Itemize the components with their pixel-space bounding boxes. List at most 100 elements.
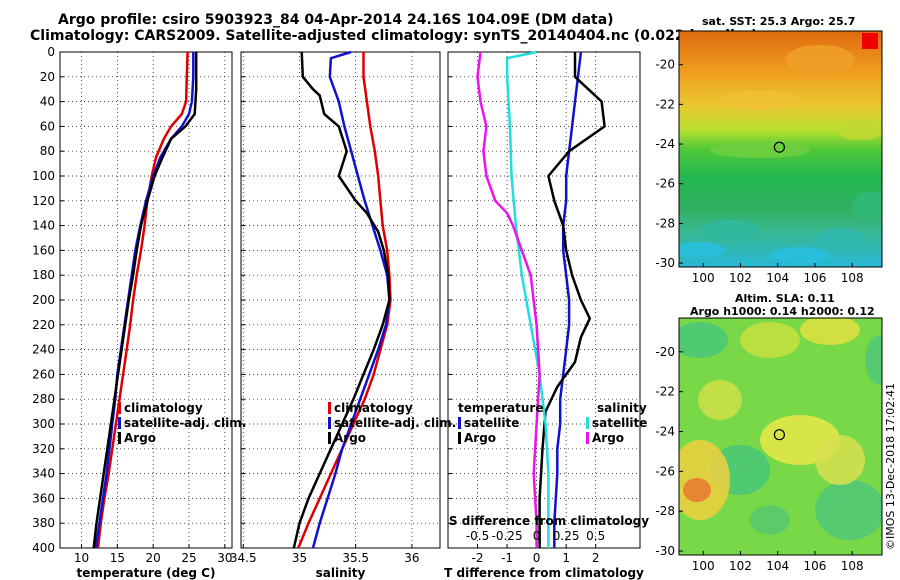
temperature-x-tick-label: 20 [146, 551, 161, 565]
depth-tick-label: 400 [32, 541, 55, 555]
differences-s-tick-label: 0.5 [586, 529, 605, 543]
salinity-legend-item-swatch [328, 432, 331, 444]
temperature-legend-item: climatology [124, 401, 203, 415]
temperature-legend-item: satellite-adj. clim. [124, 416, 246, 430]
sla-patch [815, 480, 882, 540]
differences-x-label: T difference from climatology [444, 566, 644, 580]
sst-patch [720, 90, 800, 110]
depth-tick-label: 20 [40, 70, 55, 84]
differences-s-tick-label: 0 [533, 529, 541, 543]
temperature-x-tick-label: 25 [181, 551, 196, 565]
sla-map-subtitle: Argo h1000: 0.14 h2000: 0.12 [690, 305, 875, 318]
sst-argo-marker [773, 141, 785, 153]
sla-frame [678, 317, 883, 556]
diff-legend-salinity-argo: Argo [592, 431, 624, 445]
salinity-legend-item: climatology [334, 401, 413, 415]
temperature-x-label: temperature (deg C) [77, 566, 216, 580]
title-line-1: Argo profile: csiro 5903923_84 04-Apr-20… [58, 12, 614, 28]
series-line-argo [92, 52, 198, 549]
sla-y-tick-label: -20 [655, 345, 675, 359]
differences-s-tick-label: -0.5 [466, 529, 489, 543]
salinity-legend-item-swatch [328, 417, 331, 429]
sst-warm-patch [862, 33, 878, 49]
copyright-stamp: ©IMOS 13-Dec-2018 17:02:41 [884, 383, 897, 550]
depth-tick-label: 240 [32, 343, 55, 357]
depth-tick-label: 80 [40, 144, 55, 158]
depth-tick-label: 320 [32, 442, 55, 456]
depth-tick-label: 120 [32, 194, 55, 208]
diff-legend-salinity-satellite: satellite [592, 416, 647, 430]
salinity-x-tick-label: 35 [292, 551, 307, 565]
depth-tick-label: 300 [32, 417, 55, 431]
sla-x-tick-label: 100 [692, 559, 715, 573]
temperature-legend-item: Argo [124, 431, 156, 445]
depth-tick-label: 160 [32, 243, 55, 257]
sst-y-tick-label: -26 [655, 177, 675, 191]
series-line-argo [292, 51, 391, 549]
differences-x-tick-label: 0 [533, 551, 541, 565]
sst-patch [852, 191, 882, 219]
salinity-legend-item: satellite-adj. clim. [334, 416, 456, 430]
differences-x-tick-label: 2 [592, 551, 600, 565]
temperature-x-tick-label: 30 [217, 551, 232, 565]
sla-patch [683, 478, 711, 502]
sst-patch [700, 220, 760, 240]
diff-legend-salinity-argo-swatch [586, 432, 589, 444]
depth-tick-label: 380 [32, 516, 55, 530]
depth-tick-label: 180 [32, 268, 55, 282]
sla-x-tick-label: 104 [766, 559, 789, 573]
sst-field [679, 31, 882, 267]
sst-y-tick-label: -20 [655, 58, 675, 72]
depth-tick-label: 280 [32, 392, 55, 406]
sst-x-tick-label: 102 [729, 271, 752, 285]
temperature-legend-item-swatch [118, 432, 121, 444]
sst-y-tick-label: -24 [655, 137, 675, 151]
differences-s-axis-label: S difference from climatology [449, 514, 649, 528]
salinity-x-tick-label: 35.5 [342, 551, 369, 565]
sla-patch [815, 435, 865, 485]
sst-x-tick-label: 104 [766, 271, 789, 285]
salinity-legend-item-swatch [328, 402, 331, 414]
series-line-temperature-argo [538, 52, 606, 548]
sst-x-tick-label: 106 [804, 271, 827, 285]
salinity-frame [240, 51, 441, 549]
diff-legend-temperature-argo: Argo [464, 431, 496, 445]
differences-x-tick-label: -2 [472, 551, 484, 565]
temperature-x-tick-label: 10 [74, 551, 89, 565]
depth-tick-label: 60 [40, 119, 55, 133]
depth-tick-label: 140 [32, 219, 55, 233]
sla-argo-marker [773, 429, 785, 441]
sst-patch [710, 142, 810, 158]
depth-tick-label: 100 [32, 169, 55, 183]
sst-patch [770, 247, 830, 263]
sla-patch [698, 380, 742, 420]
sla-x-tick-label: 106 [804, 559, 827, 573]
sla-x-tick-label: 108 [841, 559, 864, 573]
sla-map-title: Altim. SLA: 0.11 [735, 292, 835, 305]
temperature-x-tick-label: 15 [110, 551, 125, 565]
series-line-satellite-adj-clim- [94, 52, 195, 549]
sst-y-tick-label: -22 [655, 97, 675, 111]
sst-patch [785, 45, 855, 75]
sst-patch [835, 120, 882, 140]
depth-tick-label: 360 [32, 491, 55, 505]
sla-patch [679, 322, 728, 358]
sla-y-tick-label: -30 [655, 544, 675, 558]
salinity-legend-item: Argo [334, 431, 366, 445]
sla-x-tick-label: 102 [729, 559, 752, 573]
title-line-2: Climatology: CARS2009. Satellite-adjuste… [30, 28, 758, 44]
sla-y-tick-label: -26 [655, 464, 675, 478]
series-line-salinity-argo [476, 51, 541, 548]
diff-legend-temperature-satellite-swatch [458, 417, 461, 429]
depth-tick-label: 0 [47, 45, 55, 59]
sst-map-title: sat. SST: 25.3 Argo: 25.7 [702, 15, 856, 28]
sla-field [679, 318, 882, 555]
diff-legend-temperature-title: temperature [458, 401, 543, 415]
differences-x-tick-label: -1 [501, 551, 513, 565]
differences-s-tick-label: -0.25 [492, 529, 523, 543]
sla-y-tick-label: -24 [655, 425, 675, 439]
series-line-temperature-satellite [553, 51, 583, 548]
depth-tick-label: 260 [32, 367, 55, 381]
diff-legend-salinity-satellite-swatch [586, 417, 589, 429]
